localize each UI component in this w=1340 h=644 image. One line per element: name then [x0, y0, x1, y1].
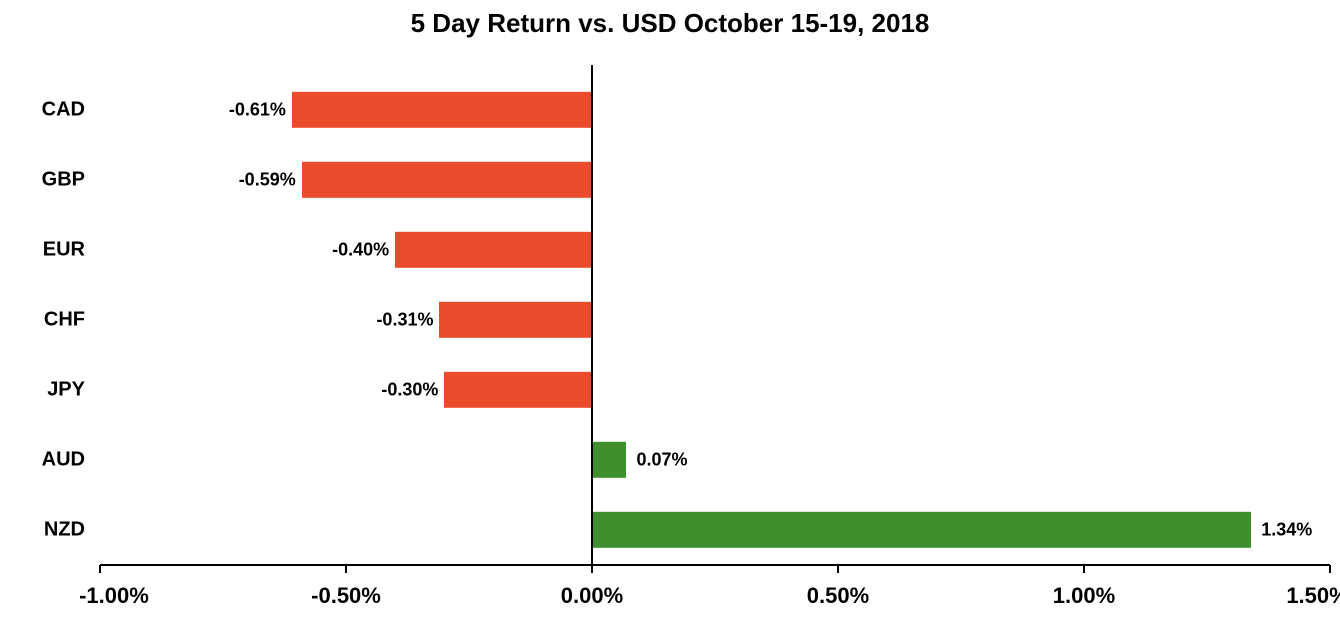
bar	[395, 232, 592, 268]
data-label: -0.40%	[332, 240, 389, 261]
data-label: -0.59%	[239, 170, 296, 191]
zero-line	[591, 65, 593, 565]
x-tick-label: 0.50%	[807, 583, 869, 609]
category-label: AUD	[15, 449, 85, 472]
x-tick-label: -1.00%	[79, 583, 149, 609]
chart-title: 5 Day Return vs. USD October 15-19, 2018	[0, 8, 1340, 39]
bar	[592, 442, 626, 478]
x-tick	[1329, 565, 1331, 573]
x-tick-label: -0.50%	[311, 583, 381, 609]
x-axis-line	[100, 564, 1330, 566]
data-label: -0.61%	[229, 100, 286, 121]
category-label: GBP	[15, 169, 85, 192]
x-tick	[837, 565, 839, 573]
bar	[292, 92, 592, 128]
category-label: NZD	[15, 519, 85, 542]
category-label: JPY	[15, 379, 85, 402]
data-label: -0.31%	[376, 310, 433, 331]
x-tick	[591, 565, 593, 573]
data-label: -0.30%	[381, 380, 438, 401]
plot-area: CAD-0.61%GBP-0.59%EUR-0.40%CHF-0.31%JPY-…	[100, 75, 1330, 565]
bar	[592, 512, 1251, 548]
bar	[302, 162, 592, 198]
x-tick-label: 1.00%	[1053, 583, 1115, 609]
x-tick	[345, 565, 347, 573]
category-label: CAD	[15, 99, 85, 122]
x-tick-label: 1.50%	[1286, 583, 1340, 609]
bar	[439, 302, 592, 338]
category-label: CHF	[15, 309, 85, 332]
x-tick	[99, 565, 101, 573]
data-label: 1.34%	[1261, 520, 1312, 541]
x-tick-label: 0.00%	[561, 583, 623, 609]
bar	[444, 372, 592, 408]
category-label: EUR	[15, 239, 85, 262]
data-label: 0.07%	[636, 450, 687, 471]
x-tick	[1083, 565, 1085, 573]
